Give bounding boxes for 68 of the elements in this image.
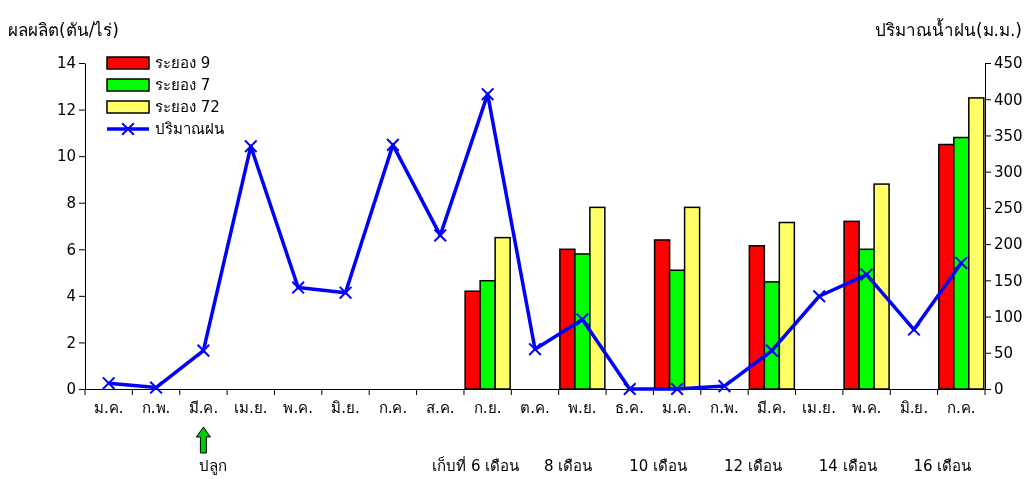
point <box>338 285 353 300</box>
x-tick-label: พ.ย. <box>568 399 597 417</box>
point <box>575 312 590 327</box>
legend-label: ระยอง 7 <box>155 76 211 94</box>
y-axis-title: ผลผลิต(ตัน/ไร่) <box>8 20 119 40</box>
point <box>386 138 400 152</box>
x-tick-label: พ.ค. <box>283 399 313 417</box>
y-tick-label: 8 <box>66 194 76 213</box>
point <box>812 289 827 304</box>
x-tick-label: เม.ย. <box>234 399 268 417</box>
y2-tick-label: 100 <box>994 307 1023 326</box>
x-tick-label: ก.พ. <box>141 399 171 417</box>
text: 10 เดือน <box>629 457 688 475</box>
legend-label: ระยอง 9 <box>155 54 211 72</box>
x-tick-label: ก.ค. <box>378 399 408 417</box>
y2-tick-label: 150 <box>994 271 1023 290</box>
x-tick-label: ส.ค. <box>425 399 455 417</box>
x-tick-label: ม.ค. <box>93 399 124 417</box>
y-tick-label: 0 <box>66 380 76 399</box>
y-tick-label: 12 <box>56 100 76 119</box>
y-tick-label: 10 <box>56 147 76 166</box>
point <box>243 139 258 154</box>
point <box>480 87 495 101</box>
point <box>859 267 874 282</box>
y2-tick-label: 250 <box>994 199 1023 218</box>
x-tick-label: เม.ย. <box>802 399 836 417</box>
point <box>622 382 637 396</box>
text: 14 เดือน <box>818 457 877 475</box>
text: 16 เดือน <box>913 457 972 475</box>
y2-tick-label: 350 <box>994 126 1023 145</box>
point <box>765 343 779 358</box>
text: ปลูก <box>199 457 228 475</box>
y2-tick-label: 200 <box>994 235 1023 254</box>
point <box>196 343 211 358</box>
y2-tick-label: 400 <box>994 90 1023 109</box>
point <box>528 342 542 356</box>
legend-label: ระยอง 72 <box>155 98 220 116</box>
point <box>149 380 163 395</box>
y-tick-label: 6 <box>66 240 76 259</box>
y2-tick-label: 0 <box>994 380 1004 399</box>
x-tick-label: พ.ค. <box>851 399 882 417</box>
x-tick-label: มิ.ย. <box>331 399 360 417</box>
y2-tick-label: 300 <box>994 162 1023 181</box>
y2-tick-label: 450 <box>994 54 1023 73</box>
y-tick-label: 2 <box>66 333 76 352</box>
y-tick-label: 14 <box>56 54 76 73</box>
text: 8 เดือน <box>544 457 593 475</box>
y-tick-label: 4 <box>66 287 76 306</box>
x-tick-label: มิ.ย. <box>899 399 929 417</box>
point <box>954 256 969 270</box>
text: 12 เดือน <box>723 457 782 475</box>
point <box>433 228 448 243</box>
point <box>101 376 116 391</box>
text: เก็บที่ 6 เดือน <box>432 455 520 475</box>
point <box>291 280 305 295</box>
x-tick-label: ธ.ค. <box>615 399 645 417</box>
legend-label: ปริมาณฝน <box>155 120 224 138</box>
y2-axis-title: ปริมาณน้ำฝน(ม.ม.) <box>874 18 1022 40</box>
x-tick-label: ต.ค. <box>520 399 550 417</box>
point <box>717 379 732 393</box>
x-tick-label: ก.ค. <box>947 399 976 417</box>
x-tick-label: ก.พ. <box>710 399 739 417</box>
x-tick-label: ม.ค. <box>662 399 692 417</box>
x-tick-label: ก.ย. <box>473 399 502 417</box>
x-tick-label: มี.ค. <box>188 399 219 417</box>
y2-tick-label: 50 <box>994 344 1014 363</box>
point <box>670 382 684 396</box>
x-tick-label: มี.ค. <box>757 399 787 417</box>
